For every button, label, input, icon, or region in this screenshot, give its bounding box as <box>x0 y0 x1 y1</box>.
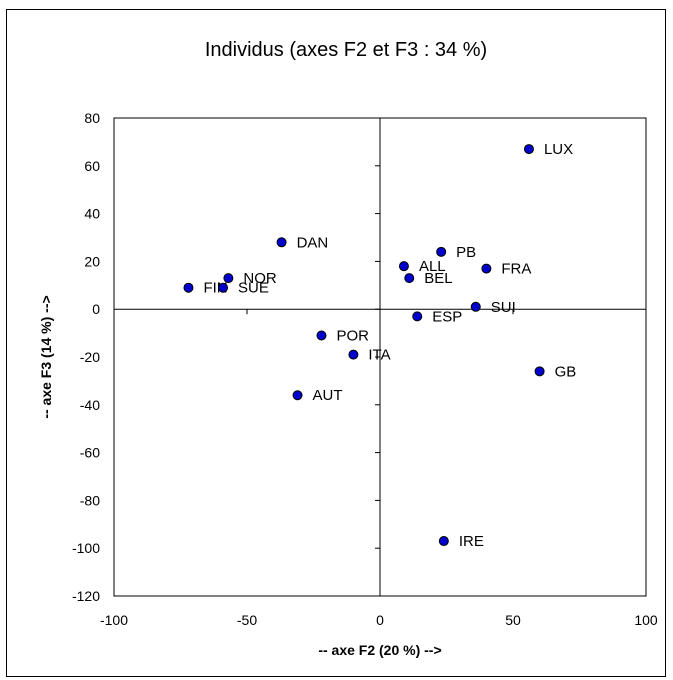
data-point <box>470 301 481 312</box>
x-tick-label: -100 <box>100 612 128 628</box>
x-axis-label: -- axe F2 (20 %) --> <box>318 642 441 658</box>
point-label: IRE <box>459 533 484 550</box>
data-point <box>404 273 415 284</box>
y-tick-label: -100 <box>72 540 100 556</box>
data-point <box>183 282 194 293</box>
x-tick-label: 0 <box>376 612 384 628</box>
point-label: GB <box>555 363 577 380</box>
point-label: PB <box>456 244 476 261</box>
y-tick-label: 80 <box>84 110 100 126</box>
y-tick-label: 60 <box>84 158 100 174</box>
data-point <box>534 366 545 377</box>
y-tick-label: 20 <box>84 253 100 269</box>
y-tick-label: -40 <box>80 397 100 413</box>
data-point <box>276 237 287 248</box>
data-point <box>348 349 359 360</box>
point-label: LUX <box>544 141 573 158</box>
chart-title: Individus (axes F2 et F3 : 34 %) <box>205 39 487 61</box>
point-label: FRA <box>501 261 531 278</box>
point-label: NOR <box>243 270 277 287</box>
data-point <box>412 311 423 322</box>
y-tick-label: -60 <box>80 445 100 461</box>
chart-frame: Individus (axes F2 et F3 : 34 %) 80 60 40 2… <box>6 9 666 677</box>
point-label: SUI <box>491 299 516 316</box>
data-point <box>436 246 447 257</box>
data-point <box>523 144 534 155</box>
x-tick-label: 100 <box>634 612 658 628</box>
point-label: ALL <box>419 258 446 275</box>
point-label: SUE <box>238 280 269 297</box>
data-point <box>218 282 229 293</box>
data-point <box>316 330 327 341</box>
x-tick-label: -50 <box>237 612 257 628</box>
point-label: POR <box>336 327 369 344</box>
scatter-chart: Individus (axes F2 et F3 : 34 %) 80 60 40 2… <box>38 39 658 658</box>
data-point <box>481 263 492 274</box>
data-point <box>438 536 449 547</box>
point-label: AUT <box>313 387 343 404</box>
y-tick-label: -120 <box>72 588 100 604</box>
point-label: DAN <box>297 234 329 251</box>
y-tick-label: -20 <box>80 349 100 365</box>
y-tick-label: 40 <box>84 206 100 222</box>
point-label: ESP <box>432 308 462 325</box>
data-point <box>223 273 234 284</box>
y-tick-label: -80 <box>80 492 100 508</box>
data-point <box>292 390 303 401</box>
point-label: BEL <box>424 270 452 287</box>
y-tick-label: 0 <box>92 301 100 317</box>
data-point <box>398 261 409 272</box>
point-label: ITA <box>368 347 390 364</box>
x-tick-label: 50 <box>505 612 521 628</box>
y-axis-label: -- axe F3 (14 %) --> <box>38 295 54 418</box>
